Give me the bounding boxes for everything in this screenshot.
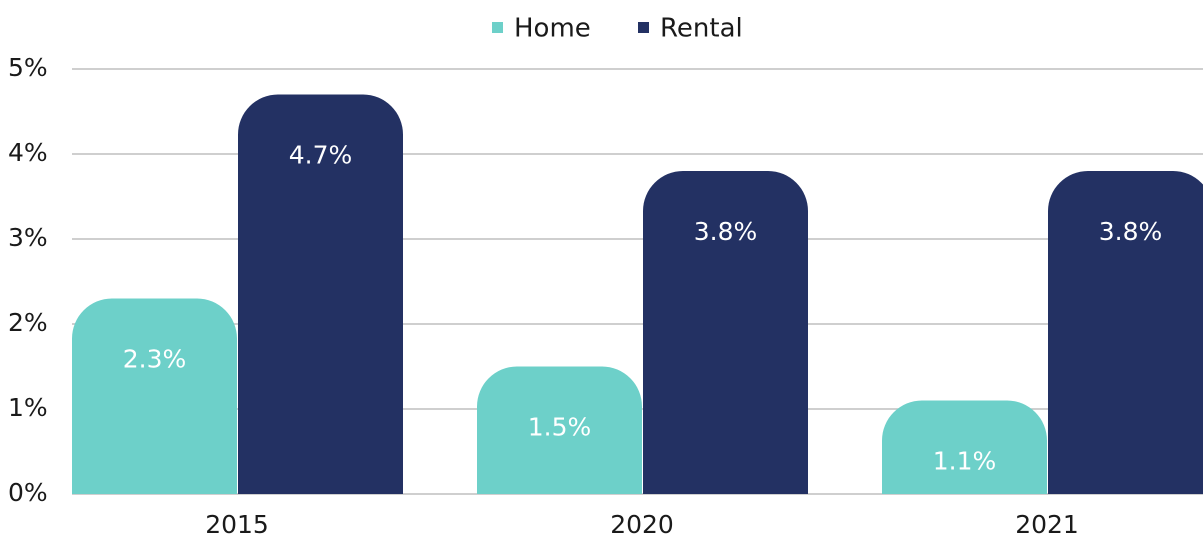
bar [1048, 171, 1203, 494]
value-label: 3.8% [694, 217, 758, 246]
legend-swatch [638, 22, 649, 33]
y-tick-label: 3% [8, 223, 48, 252]
y-tick-label: 2% [8, 308, 48, 337]
y-tick-label: 5% [8, 53, 48, 82]
bar [72, 298, 237, 494]
legend-label: Home [514, 14, 591, 44]
legend-label: Rental [660, 14, 743, 44]
x-tick-label: 2015 [205, 510, 269, 539]
bar [477, 366, 642, 494]
value-label: 3.8% [1099, 217, 1163, 246]
bar [643, 171, 808, 494]
bar [882, 400, 1047, 494]
bar [238, 94, 403, 494]
legend-swatch [492, 22, 503, 33]
y-tick-label: 4% [8, 138, 48, 167]
value-label: 1.1% [933, 447, 997, 476]
y-tick-label: 1% [8, 393, 48, 422]
x-tick-label: 2020 [610, 510, 674, 539]
value-label: 1.5% [528, 413, 592, 442]
y-tick-label: 0% [8, 478, 48, 507]
value-label: 2.3% [123, 345, 187, 374]
value-label: 4.7% [289, 141, 353, 170]
x-tick-label: 2021 [1015, 510, 1079, 539]
